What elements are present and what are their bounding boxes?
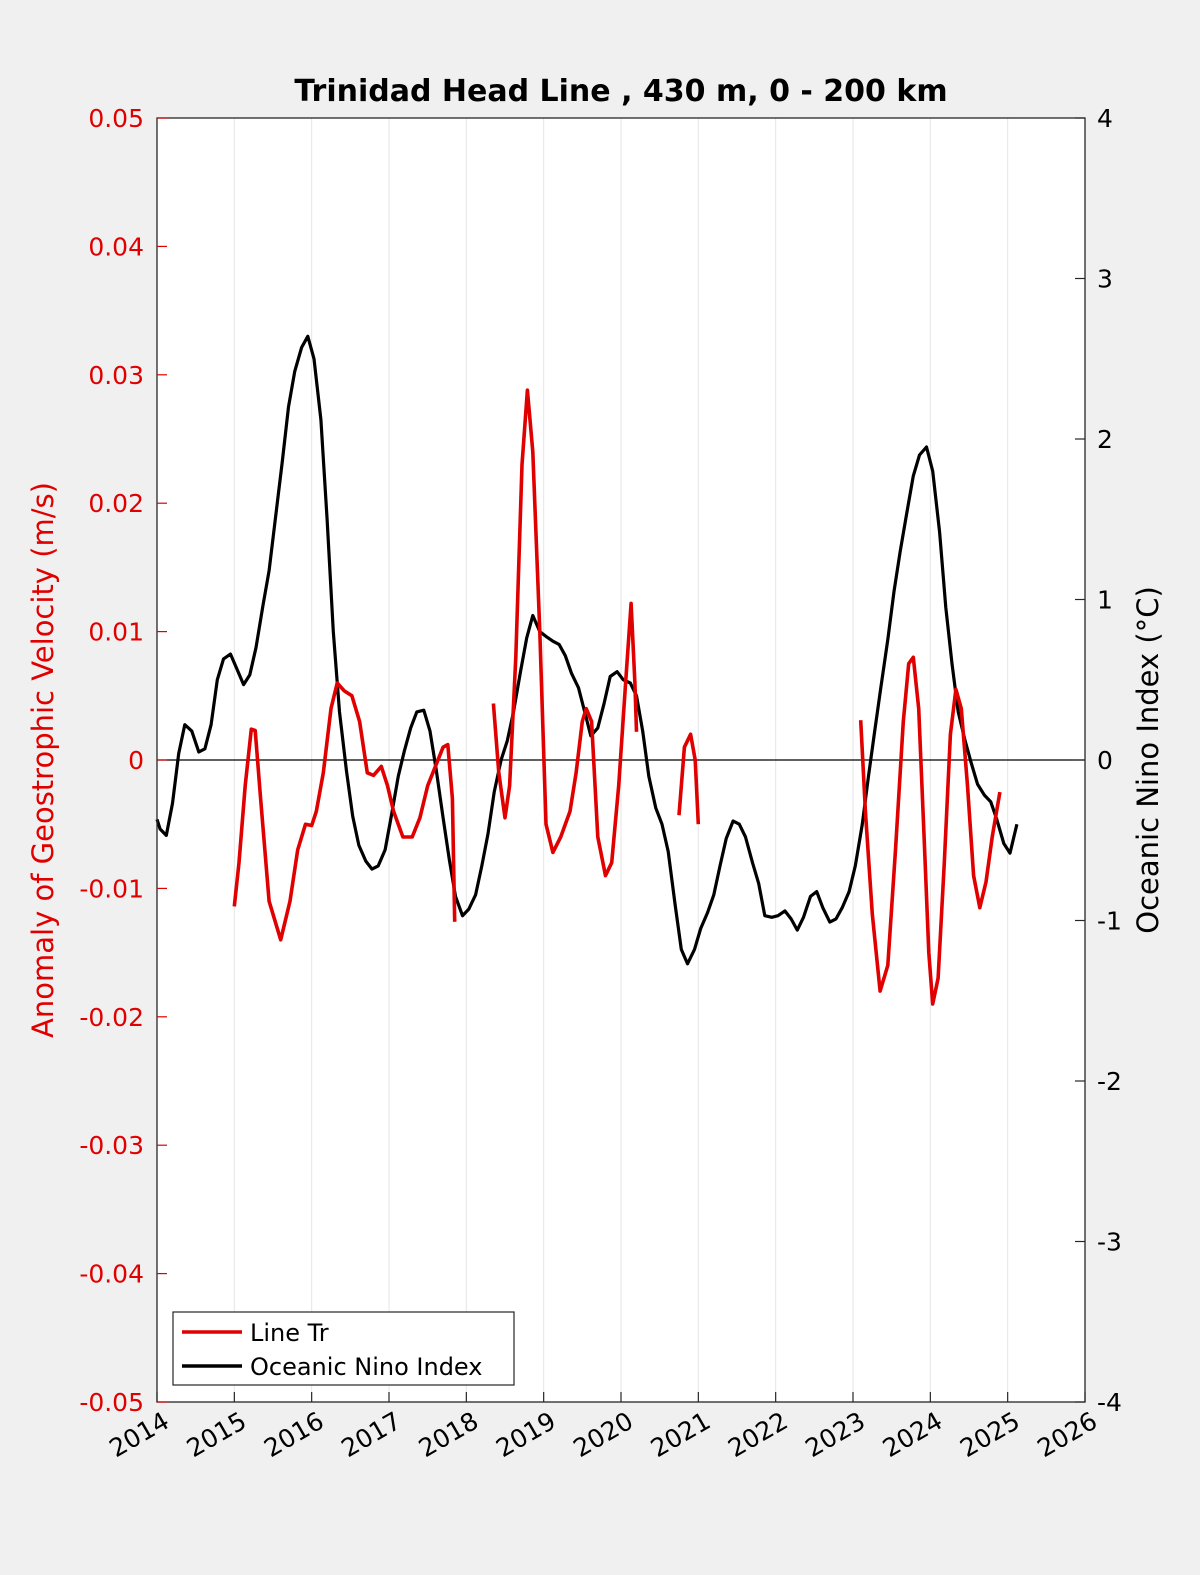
legend-label-line-tr: Line Tr <box>250 1319 329 1347</box>
chart-title: Trinidad Head Line , 430 m, 0 - 200 km <box>294 74 947 109</box>
x-tick-label: 2022 <box>723 1406 793 1463</box>
series-line-line-tr <box>491 388 639 878</box>
right-tick-label: -1 <box>1097 907 1122 936</box>
series-line-line-tr <box>232 681 457 942</box>
right-tick-label: -2 <box>1097 1067 1122 1096</box>
series-layer <box>155 334 1019 1006</box>
right-tick-label: -4 <box>1097 1388 1122 1417</box>
x-tick-label: 2025 <box>955 1406 1025 1463</box>
left-tick-label: 0.01 <box>88 618 144 647</box>
left-tick-label: -0.03 <box>79 1131 144 1160</box>
left-tick-label: 0.02 <box>88 489 144 518</box>
legend-label-oni: Oceanic Nino Index <box>250 1353 482 1381</box>
right-tick-label: 2 <box>1097 425 1113 454</box>
series-line-line-tr <box>858 655 1002 1006</box>
right-tick-label: 4 <box>1097 104 1113 133</box>
left-axis-ticks: 0.05 0.04 0.03 0.02 0.01 0 -0.01 -0.02 -0.03 -0.0… <box>79 104 167 1417</box>
x-tick-label: 2020 <box>568 1406 638 1463</box>
left-tick-label: -0.05 <box>79 1388 144 1417</box>
left-tick-label: -0.02 <box>79 1003 144 1032</box>
x-tick-label: 2026 <box>1032 1406 1102 1463</box>
series-line-line-tr <box>677 732 701 825</box>
x-tick-label: 2018 <box>414 1406 484 1463</box>
left-tick-label: -0.04 <box>79 1260 144 1289</box>
legend: Line Tr Oceanic Nino Index <box>172 1311 515 1386</box>
x-tick-label: 2017 <box>336 1406 406 1463</box>
x-tick-label: 2019 <box>491 1406 561 1463</box>
right-tick-label: 0 <box>1097 746 1113 775</box>
right-tick-label: 3 <box>1097 265 1113 294</box>
right-tick-label: 1 <box>1097 586 1113 615</box>
left-tick-label: 0.04 <box>88 232 144 261</box>
x-tick-label: 2015 <box>182 1406 252 1463</box>
x-tick-label: 2021 <box>646 1406 716 1463</box>
left-axis-label: Anomaly of Geostrophic Velocity (m/s) <box>26 482 60 1038</box>
x-tick-label: 2023 <box>800 1406 870 1463</box>
x-axis-ticks: 2014 2015 2016 2017 2018 2019 2020 2021 2022 2023… <box>104 1392 1102 1463</box>
right-tick-label: -3 <box>1097 1228 1122 1257</box>
left-tick-label: 0.03 <box>88 361 144 390</box>
left-tick-label: 0 <box>128 746 144 775</box>
legend-box <box>172 1311 515 1386</box>
left-tick-label: 0.05 <box>88 104 144 133</box>
left-tick-label: -0.01 <box>79 874 144 903</box>
x-tick-label: 2016 <box>259 1406 329 1463</box>
right-axis-ticks: 4 3 2 1 0 -1 -2 -3 -4 <box>1075 104 1122 1417</box>
right-axis-label: Oceanic Nino Index (°C) <box>1131 586 1165 934</box>
x-tick-label: 2024 <box>878 1406 948 1463</box>
